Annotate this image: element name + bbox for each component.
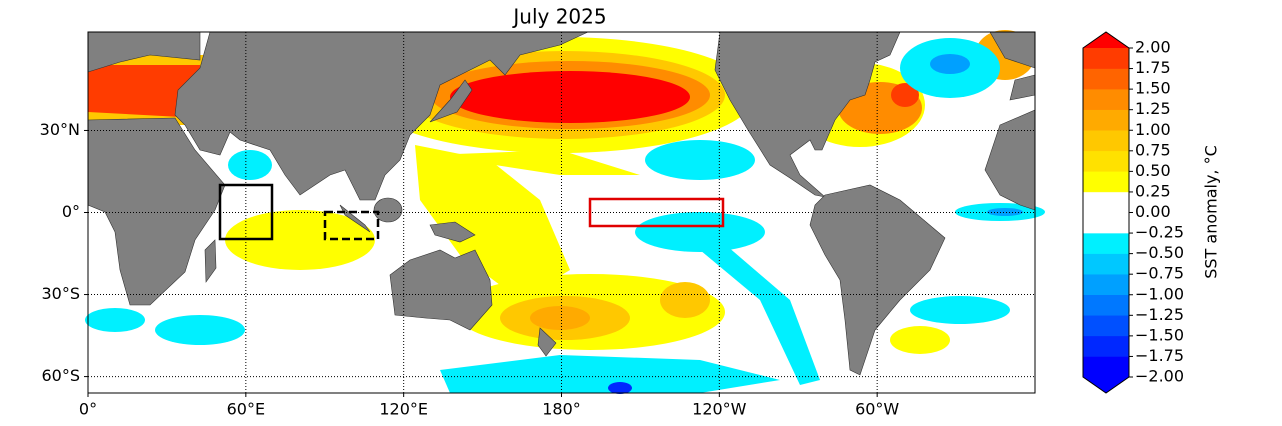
x-tick-label: 120°W: [692, 400, 747, 419]
anomaly-area: [530, 306, 590, 330]
colorbar-bin: [1082, 294, 1130, 316]
colorbar-tick-label: −0.25: [1135, 223, 1184, 242]
anomaly-area: [440, 355, 780, 393]
anomaly-area: [660, 282, 710, 318]
colorbar-bin: [1082, 273, 1130, 295]
colorbar-bin: [1082, 88, 1130, 110]
anomaly-area: [450, 71, 690, 123]
x-tick-label: 60°W: [855, 400, 899, 419]
anomaly-area: [987, 208, 1023, 216]
madagascar: [204, 239, 217, 283]
colorbar-bin: [1082, 335, 1130, 357]
region-box: [323, 210, 380, 241]
anomaly-area: [645, 140, 755, 180]
anomaly-area: [430, 150, 640, 175]
colorbar-bin: [1082, 212, 1130, 234]
colorbar-tick-label: 1.50: [1135, 79, 1171, 98]
map: [85, 30, 1045, 394]
colorbar-bin: [1082, 356, 1130, 378]
anomaly-area: [700, 240, 820, 385]
south-america: [809, 184, 946, 376]
land: [87, 31, 1036, 376]
colorbar-tick-label: 1.00: [1135, 120, 1171, 139]
north-america: [714, 31, 901, 198]
x-tick-label: 60°E: [227, 400, 265, 419]
region-box: [218, 183, 274, 241]
colorbar-tick-label: 1.75: [1135, 58, 1171, 77]
colorbar-bin: [1082, 150, 1130, 172]
borneo: [373, 197, 403, 223]
anomaly-area: [891, 83, 919, 107]
colorbar-label: SST anomaly, °C: [1202, 145, 1221, 279]
y-tick-label: 30°S: [41, 284, 80, 303]
map-title: July 2025: [511, 5, 606, 29]
colorbar-bin: [1082, 109, 1130, 131]
colorbar-tick-label: 0.75: [1135, 140, 1171, 159]
colorbar-bin: [1082, 232, 1130, 254]
anomaly-area: [88, 65, 200, 118]
anomaly-area: [85, 308, 145, 332]
y-tick-label: 30°N: [40, 120, 80, 139]
colorbar-extend-high: [1083, 32, 1129, 48]
anomaly-area: [635, 212, 765, 252]
japan: [429, 79, 473, 123]
anomaly-area: [225, 210, 375, 270]
new-zealand: [537, 327, 557, 357]
australia: [389, 249, 493, 331]
new-guinea: [429, 221, 476, 243]
colorbar-tick-label: −2.00: [1135, 367, 1184, 386]
colorbar: −2.00 −1.75 −1.50−1.25 −1.00−0.75 −0.50−0.25…: [1082, 31, 1184, 394]
anomaly-area: [415, 145, 570, 300]
colorbar-bin: [1082, 47, 1130, 69]
anomaly-area: [930, 54, 970, 74]
colorbar-tick-label: −1.00: [1135, 284, 1184, 303]
anomaly-area: [608, 382, 632, 394]
asia: [174, 31, 589, 201]
colorbar-tick-label: 0.50: [1135, 161, 1171, 180]
colorbar-extend-low: [1083, 377, 1129, 393]
anomaly-area: [910, 296, 1010, 324]
colorbar-tick-label: −1.50: [1135, 325, 1184, 344]
x-tick-label: 0°: [79, 400, 97, 419]
africa: [87, 117, 226, 306]
x-tick-label: 120°E: [379, 400, 428, 419]
colorbar-bin: [1082, 171, 1130, 193]
anomaly-area: [155, 315, 245, 345]
colorbar-tick-label: 1.25: [1135, 99, 1171, 118]
y-tick-label: 0°: [62, 202, 80, 221]
colorbar-tick-label: −1.25: [1135, 305, 1184, 324]
anomaly-area: [890, 326, 950, 354]
colorbar-tick-label: 2.00: [1135, 38, 1171, 57]
colorbar-tick-label: −1.75: [1135, 346, 1184, 365]
colorbar-bin: [1082, 68, 1130, 90]
colorbar-tick-label: −0.75: [1135, 264, 1184, 283]
y-tick-label: 60°S: [41, 366, 80, 385]
colorbar-bin: [1082, 315, 1130, 337]
region-box: [588, 197, 725, 228]
x-tick-label: 180°: [542, 400, 581, 419]
anomaly-area: [228, 150, 272, 180]
colorbar-tick-label: −0.50: [1135, 243, 1184, 262]
colorbar-bin: [1082, 130, 1130, 152]
colorbar-tick-label: 0.00: [1135, 202, 1171, 221]
colorbar-tick-label: 0.25: [1135, 181, 1171, 200]
colorbar-bin: [1082, 191, 1130, 213]
colorbar-bin: [1082, 253, 1130, 275]
